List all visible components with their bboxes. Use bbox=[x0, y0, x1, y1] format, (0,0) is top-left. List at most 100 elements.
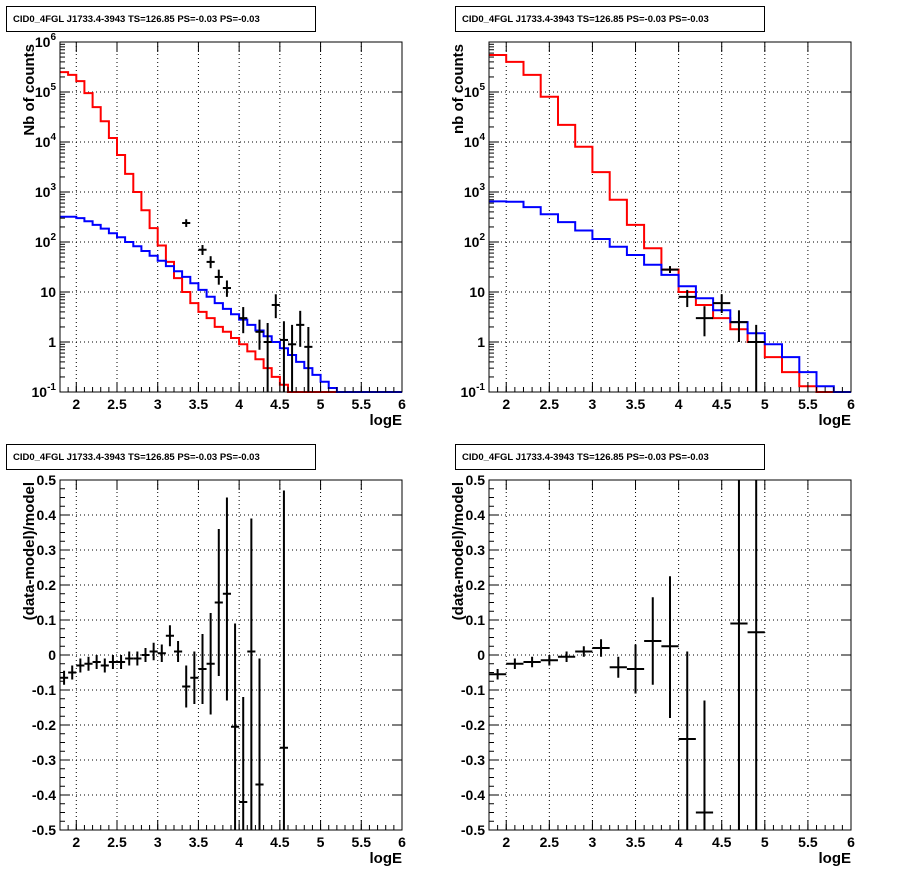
y-tick-label: 10 bbox=[469, 284, 485, 300]
y-tick-label: -0.3 bbox=[461, 752, 485, 768]
data-point bbox=[60, 670, 69, 685]
data-point bbox=[255, 658, 264, 830]
y-tick-label: 0.2 bbox=[37, 577, 57, 593]
plot-area bbox=[60, 480, 402, 830]
data-point bbox=[198, 245, 207, 255]
data-point bbox=[149, 642, 158, 661]
data-point bbox=[678, 651, 696, 830]
x-tick-label: 4 bbox=[235, 396, 243, 412]
data-point bbox=[730, 480, 748, 830]
data-point bbox=[557, 651, 576, 662]
y-tick-label: 10-1 bbox=[32, 382, 57, 400]
x-tick-label: 2.5 bbox=[107, 834, 127, 850]
data-point bbox=[100, 658, 109, 673]
y-axis-label: Nb of counts bbox=[21, 44, 38, 136]
data-point bbox=[157, 644, 166, 662]
x-tick-label: 3.5 bbox=[189, 396, 209, 412]
y-tick-label: 103 bbox=[464, 182, 486, 200]
x-tick-label: 5.5 bbox=[798, 396, 818, 412]
data-point bbox=[206, 256, 215, 269]
y-tick-label: -0.4 bbox=[32, 787, 56, 803]
data-point bbox=[206, 613, 215, 715]
x-tick-label: 5 bbox=[761, 834, 769, 850]
x-tick-label: 6 bbox=[398, 396, 406, 412]
y-axis-label: (data-model)/model bbox=[21, 482, 38, 620]
x-tick-label: 5 bbox=[317, 834, 325, 850]
data-point bbox=[92, 655, 101, 669]
panel-title: CID0_4FGL J1733.4-3943 TS=126.85 PS=-0.0… bbox=[455, 6, 765, 32]
y-tick-label: 0.3 bbox=[37, 542, 57, 558]
y-tick-label: 0 bbox=[48, 647, 56, 663]
data-point bbox=[609, 656, 627, 678]
x-axis-label: logE bbox=[819, 850, 852, 867]
data-point bbox=[247, 518, 256, 830]
data-point bbox=[575, 646, 593, 657]
data-point bbox=[222, 497, 231, 701]
x-tick-label: 6 bbox=[398, 834, 406, 850]
data-point bbox=[141, 648, 150, 662]
y-tick-label: 1 bbox=[48, 334, 56, 350]
data-point bbox=[263, 322, 272, 392]
y-tick-label: 0.4 bbox=[37, 507, 57, 523]
data-point bbox=[84, 656, 93, 671]
data-point bbox=[713, 294, 731, 314]
y-tick-label: -0.2 bbox=[32, 717, 56, 733]
plot-area bbox=[60, 42, 402, 392]
data-point bbox=[489, 669, 507, 680]
data-point bbox=[255, 319, 264, 350]
y-tick-label: 0.2 bbox=[466, 577, 486, 593]
x-tick-label: 2 bbox=[502, 834, 510, 850]
data-point bbox=[661, 266, 679, 273]
data-point bbox=[592, 639, 610, 657]
x-tick-label: 4.5 bbox=[712, 834, 732, 850]
x-tick-label: 2.5 bbox=[107, 396, 127, 412]
data-point bbox=[125, 651, 134, 666]
x-tick-label: 3 bbox=[589, 396, 597, 412]
y-tick-label: 103 bbox=[35, 182, 57, 200]
x-tick-label: 2 bbox=[502, 396, 510, 412]
panel-title: CID0_4FGL J1733.4-3943 TS=126.85 PS=-0.0… bbox=[6, 444, 316, 470]
data-point bbox=[695, 306, 714, 337]
data-point bbox=[68, 665, 77, 680]
x-tick-label: 5.5 bbox=[352, 834, 372, 850]
y-tick-label: 10-1 bbox=[461, 382, 486, 400]
y-tick-label: -0.5 bbox=[32, 822, 56, 838]
x-axis-label: logE bbox=[819, 412, 852, 429]
data-point bbox=[198, 634, 207, 704]
x-tick-label: 3.5 bbox=[626, 396, 646, 412]
x-tick-label: 4.5 bbox=[270, 834, 290, 850]
data-point bbox=[626, 644, 645, 694]
data-point bbox=[644, 597, 662, 685]
x-axis-label: logE bbox=[370, 412, 403, 429]
data-point bbox=[165, 625, 174, 647]
data-point bbox=[304, 326, 313, 392]
data-point bbox=[214, 529, 223, 676]
data-point bbox=[279, 490, 288, 830]
x-tick-label: 2 bbox=[72, 834, 80, 850]
data-point bbox=[76, 658, 85, 673]
data-point bbox=[296, 310, 305, 347]
data-point bbox=[133, 651, 142, 666]
x-tick-label: 5.5 bbox=[352, 396, 372, 412]
y-tick-label: -0.2 bbox=[461, 717, 485, 733]
data-point bbox=[190, 651, 199, 704]
data-point bbox=[108, 655, 117, 669]
x-tick-label: 5 bbox=[761, 396, 769, 412]
data-point bbox=[182, 219, 191, 227]
x-axis-label: logE bbox=[370, 850, 403, 867]
data-point bbox=[239, 697, 248, 830]
data-point bbox=[231, 623, 240, 830]
y-tick-label: 104 bbox=[464, 132, 486, 150]
x-tick-label: 3 bbox=[154, 396, 162, 412]
data-point bbox=[695, 700, 714, 830]
y-tick-label: 0.4 bbox=[466, 507, 486, 523]
x-tick-label: 6 bbox=[847, 396, 855, 412]
data-point bbox=[747, 480, 765, 830]
plot-area bbox=[489, 42, 851, 392]
y-tick-label: 102 bbox=[35, 232, 57, 250]
y-axis-label: (data-model)/model bbox=[450, 482, 467, 620]
y-tick-label: 102 bbox=[464, 232, 486, 250]
x-tick-label: 3 bbox=[154, 834, 162, 850]
data-point bbox=[271, 294, 280, 319]
y-tick-label: 1 bbox=[477, 334, 485, 350]
